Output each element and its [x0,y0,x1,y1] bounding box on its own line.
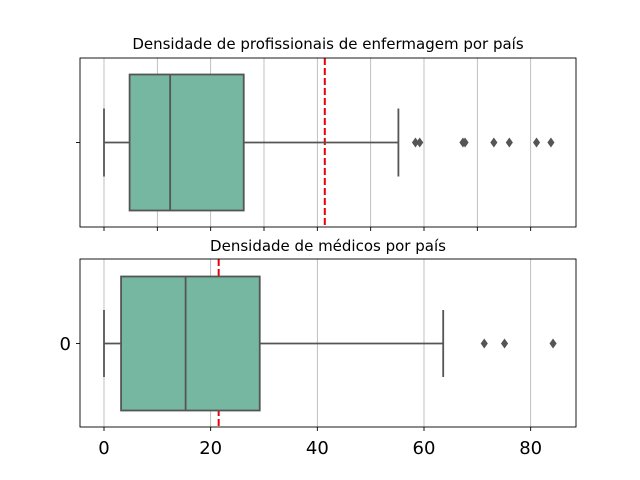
outlier-point [532,137,541,148]
outlier-point [490,137,498,148]
chart-title: Densidade de profissionais de enfermagem… [132,35,524,53]
outlier-point [480,338,488,349]
chart-panel-nursing: Densidade de profissionais de enfermagem… [76,35,577,231]
y-tick-label: 0 [60,334,71,355]
axes-frame [79,258,577,428]
x-tick-label: 0 [98,438,109,459]
chart-title: Densidade de médicos por país [210,237,446,255]
boxplot [103,275,557,412]
iqr-box [128,73,245,212]
outlier-point [549,338,557,349]
x-tick-label: 40 [306,438,329,459]
x-tick-label: 20 [199,438,222,459]
x-axis-ticks: 0 20 40 60 80 [98,427,542,459]
y-axis-ticks: 0 [60,334,80,355]
x-tick-label: 60 [413,438,436,459]
outlier-point [461,137,469,148]
outlier-point [505,137,513,148]
x-axis-ticks [103,227,532,231]
outlier-point [547,137,555,148]
iqr-box [120,275,261,412]
outlier-point [416,137,424,148]
boxplot [103,73,555,212]
outlier-point [500,338,509,349]
chart-panel-doctors: Densidade de médicos por país 0 20 40 60 80 … [60,237,577,459]
x-tick-label: 80 [519,438,542,459]
